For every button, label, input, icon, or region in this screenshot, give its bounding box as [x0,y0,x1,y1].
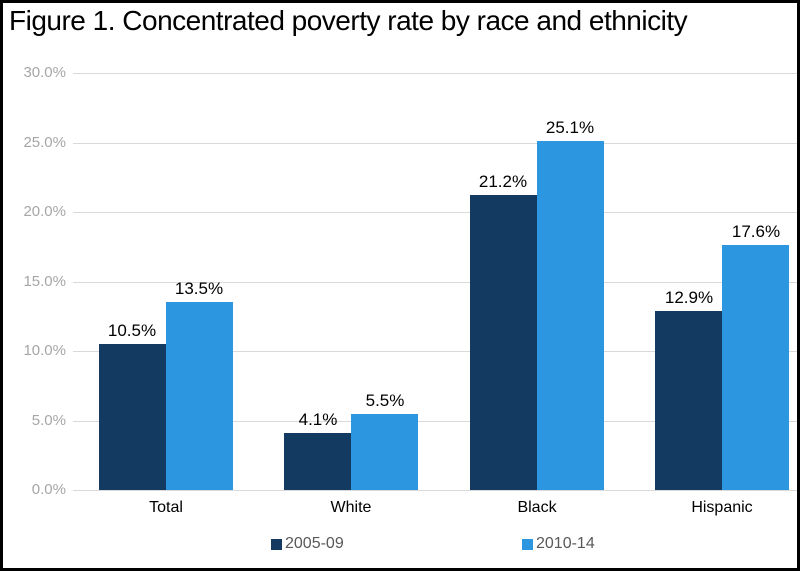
bar-value-label-2005-09-black: 21.2% [478,172,528,191]
y-tick-label-20: 20.0% [23,203,66,220]
bar-2005-09-total [99,344,166,490]
gridline-15 [73,282,797,283]
gridline-25 [73,143,797,144]
legend-item-2010-14: 2010-14 [522,535,595,553]
y-tick-label-30: 30.0% [23,64,66,81]
y-tick-label-5: 5.0% [31,412,66,429]
bar-value-label-2005-09-white: 4.1% [298,410,338,429]
gridline-5 [73,421,797,422]
gridline-0 [73,490,797,491]
legend-label-2010-14: 2010-14 [536,535,595,552]
chart-title: Figure 1. Concentrated poverty rate by r… [9,5,688,36]
y-tick-label-25: 25.0% [23,134,66,151]
bar-value-label-2010-14-black: 25.1% [545,118,595,137]
bar-value-label-2010-14-hispanic: 17.6% [731,222,781,241]
gridline-30 [73,73,797,74]
gridline-20 [73,212,797,213]
bar-value-label-2005-09-hispanic: 12.9% [664,288,714,307]
bar-2005-09-white [284,433,351,490]
legend-swatch-2005-09 [271,538,282,550]
bar-2005-09-black [470,195,537,490]
category-label-black: Black [517,499,557,516]
category-label-total: Total [149,499,183,516]
category-label-hispanic: Hispanic [691,499,753,516]
legend-item-2005-09: 2005-09 [271,535,344,553]
bar-value-label-2010-14-total: 13.5% [174,279,224,298]
bar-2010-14-black [537,141,604,490]
bar-value-label-2005-09-total: 10.5% [107,321,157,340]
y-tick-label-15: 15.0% [23,273,66,290]
legend-label-2005-09: 2005-09 [285,535,344,552]
bar-2005-09-hispanic [655,311,722,490]
bar-2010-14-white [351,414,418,490]
bar-value-label-2010-14-white: 5.5% [365,391,405,410]
category-label-white: White [330,499,372,516]
gridline-10 [73,351,797,352]
legend-swatch-2010-14 [522,538,533,550]
bar-2010-14-hispanic [722,245,789,490]
y-tick-label-10: 10.0% [23,342,66,359]
y-tick-label-0: 0.0% [31,481,66,498]
bar-2010-14-total [166,302,233,490]
